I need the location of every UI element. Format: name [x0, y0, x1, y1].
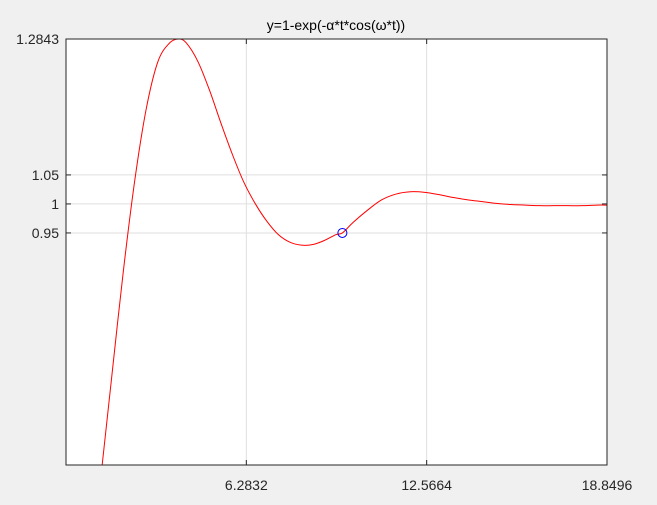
x-tick-label: 6.2832	[225, 477, 268, 493]
y-tick-label: 1.2843	[16, 31, 59, 47]
series-layer	[101, 38, 608, 466]
x-tick-label: 18.8496	[582, 477, 633, 493]
plot-frame	[65, 38, 608, 466]
plot-area	[66, 39, 607, 465]
x-tick-labels: 6.2832 12.5664 18.8496	[225, 477, 633, 493]
y-tick-labels: 0.95 1 1.05 1.2843	[16, 31, 59, 241]
y-tick-label: 1	[51, 196, 59, 212]
x-tick-label: 12.5664	[401, 477, 452, 493]
chart-title: y=1-exp(-α*t*cos(ω*t))	[267, 17, 405, 33]
marker-point	[337, 227, 348, 238]
y-tick-label: 1.05	[32, 167, 59, 183]
y-tick-label: 0.95	[32, 225, 59, 241]
response-curve	[101, 38, 608, 466]
